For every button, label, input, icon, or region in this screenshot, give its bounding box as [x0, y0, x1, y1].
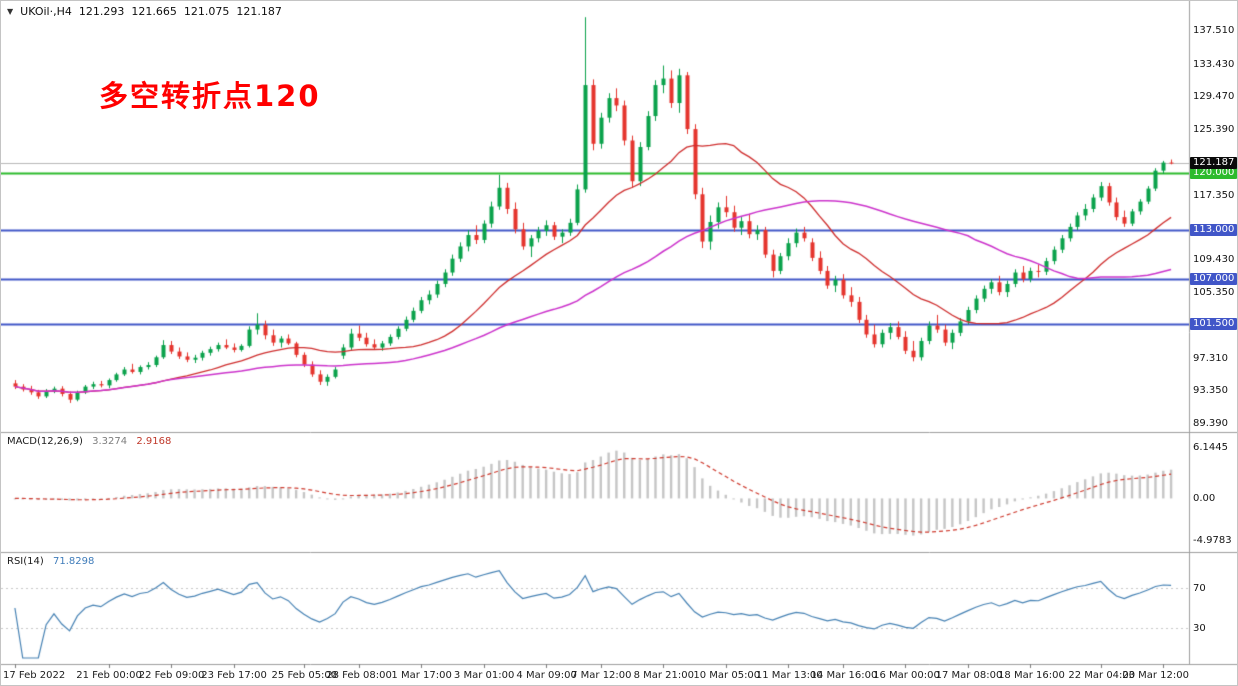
- macd-axis-label: 0.00: [1193, 493, 1216, 505]
- time-axis-label: 10 Mar 05:00: [693, 670, 761, 681]
- quote-open: 121.293: [78, 5, 125, 18]
- price-axis-label: 137.510: [1193, 25, 1235, 37]
- rsi-label: RSI(14) 71.8298: [7, 556, 94, 567]
- price-axis-label: 109.430: [1193, 254, 1235, 266]
- macd-label: MACD(12,26,9) 3.3274 2.9168: [7, 436, 171, 447]
- quote-high: 121.665: [131, 5, 177, 18]
- time-axis-label: 23 Feb 17:00: [201, 670, 267, 681]
- rsi-axis-label: 30: [1193, 623, 1206, 634]
- level-price-label: 113.000: [1190, 224, 1237, 237]
- price-axis-label: 97.310: [1193, 353, 1228, 365]
- time-axis-label: 16 Mar 00:00: [873, 670, 940, 681]
- macd-axis-label: -4.9783: [1193, 534, 1232, 546]
- time-axis-label: 18 Mar 16:00: [998, 670, 1065, 681]
- time-axis-label: 22 Mar 04:00: [1068, 670, 1136, 681]
- level-price-label: 101.500: [1190, 317, 1237, 330]
- time-axis-label: 17 Mar 08:00: [935, 670, 1003, 681]
- price-axis-label: 117.350: [1193, 189, 1235, 201]
- quote-low: 121.075: [183, 5, 230, 18]
- level-price-label: 107.000: [1190, 273, 1237, 286]
- macd-axis-label: 6.1445: [1193, 442, 1228, 454]
- price-axis-label: 125.390: [1193, 124, 1235, 136]
- quote-close: 121.187: [236, 5, 282, 18]
- time-axis-label: 3 Mar 01:00: [453, 670, 515, 681]
- symbol-dropdown-icon[interactable]: ▼: [7, 7, 14, 16]
- price-axis-label: 129.470: [1193, 90, 1235, 102]
- time-axis-label: 14 Mar 16:00: [810, 670, 878, 681]
- time-axis-label: 28 Feb 08:00: [326, 670, 392, 681]
- symbol-label: UKOil·,H4: [20, 5, 72, 18]
- time-axis-label: 1 Mar 17:00: [391, 670, 452, 681]
- price-axis-label: 89.390: [1193, 417, 1228, 429]
- macd-main-value: 3.3274: [92, 436, 128, 447]
- macd-signal-value: 2.9168: [136, 436, 172, 447]
- current-price-label: 121.187: [1190, 157, 1237, 170]
- time-axis-label: 8 Mar 21:00: [633, 670, 694, 681]
- rsi-name: RSI(14): [7, 556, 44, 567]
- price-axis-label: 133.430: [1193, 58, 1235, 70]
- time-axis-label: 7 Mar 12:00: [571, 670, 632, 681]
- rsi-axis-label: 70: [1193, 583, 1206, 594]
- price-axis-label: 93.350: [1193, 385, 1228, 397]
- macd-name: MACD(12,26,9): [7, 436, 83, 447]
- time-axis-label: 4 Mar 09:00: [516, 670, 577, 681]
- time-axis-label: 25 Feb 05:00: [271, 670, 338, 681]
- price-axis-label: 105.350: [1193, 287, 1235, 299]
- time-axis-label: 21 Feb 00:00: [76, 670, 142, 681]
- time-axis-label: 11 Mar 13:00: [755, 670, 823, 681]
- level-price-label: 120.000: [1190, 167, 1237, 180]
- time-axis-label: 22 Feb 09:00: [138, 670, 205, 681]
- rsi-value: 71.8298: [52, 556, 95, 567]
- quote-bar: ▼ UKOil·,H4 121.293 121.665 121.075 121.…: [7, 5, 282, 18]
- chart-annotation[interactable]: 多空转折点120: [99, 79, 321, 113]
- time-axis-label: 23 Mar 12:00: [1122, 670, 1189, 681]
- time-axis-label: 17 Feb 2022: [3, 670, 66, 681]
